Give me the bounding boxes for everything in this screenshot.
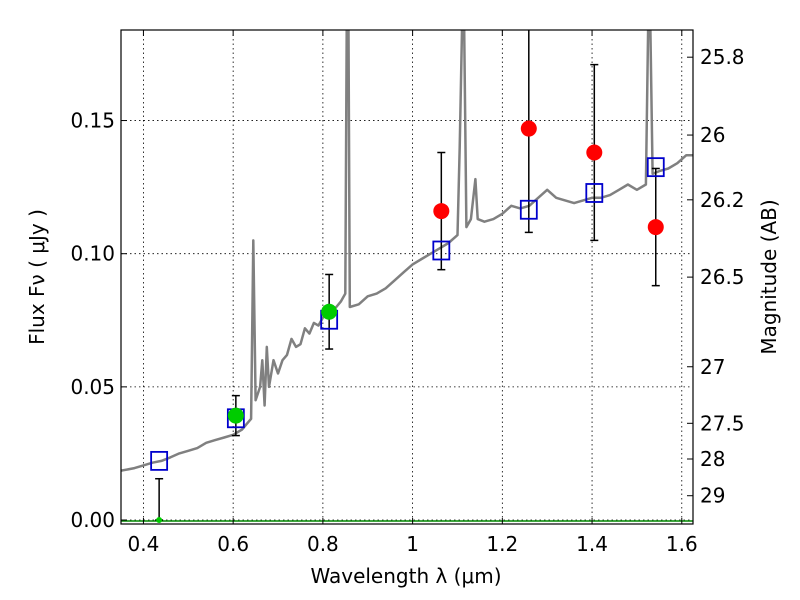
right-tick-label: 29	[700, 484, 725, 508]
x-tick-label: 0.4	[128, 532, 160, 556]
x-tick-label: 1.2	[486, 532, 518, 556]
right-tick-label: 27.5	[700, 411, 745, 435]
right-tick-label: 28	[700, 447, 725, 471]
observed-flux-point	[520, 120, 537, 137]
x-tick-label: 0.6	[217, 532, 249, 556]
observed-flux-point	[433, 203, 450, 220]
y-tick-label: 0.15	[70, 109, 115, 133]
y-tick-label: 0.05	[70, 375, 115, 399]
x-tick-label: 1	[406, 532, 419, 556]
x-tick-label: 1.4	[576, 532, 608, 556]
plot-area	[121, 30, 693, 524]
model-photometry-square	[150, 450, 169, 471]
x-axis-label: Wavelength λ (μm)	[310, 564, 501, 588]
y-tick-label: 0.10	[70, 242, 115, 266]
model-photometry-square	[432, 240, 451, 261]
observed-flux-point	[227, 407, 244, 424]
right-tick-label: 26.5	[700, 265, 745, 289]
right-tick-label: 25.8	[700, 45, 745, 69]
model-photometry-square	[519, 199, 538, 220]
x-tick-label: 1.6	[666, 532, 698, 556]
observed-flux-point	[156, 517, 163, 524]
observed-flux-point	[647, 219, 664, 236]
model-photometry-square	[585, 183, 604, 203]
grid	[121, 30, 693, 524]
y-tick-label: 0.00	[70, 508, 115, 532]
right-tick-label: 26	[700, 123, 725, 147]
ticks: 0.4 0.6 0.8 1 1.2 1.4 1.6 0.00 0.05 0.10 0.15 25.8 2…	[70, 30, 745, 556]
x-tick-label: 0.8	[307, 532, 339, 556]
right-tick-label: 26.2	[700, 188, 745, 212]
observed-flux-point	[586, 144, 603, 161]
model-photometry-square	[646, 157, 665, 178]
y-axis-label: Flux Fν ( μJy )	[25, 209, 49, 345]
data-markers	[150, 120, 665, 524]
right-tick-label: 27	[700, 355, 725, 379]
right-axis-label: Magnitude (AB)	[757, 199, 781, 354]
observed-flux-point	[321, 303, 338, 320]
